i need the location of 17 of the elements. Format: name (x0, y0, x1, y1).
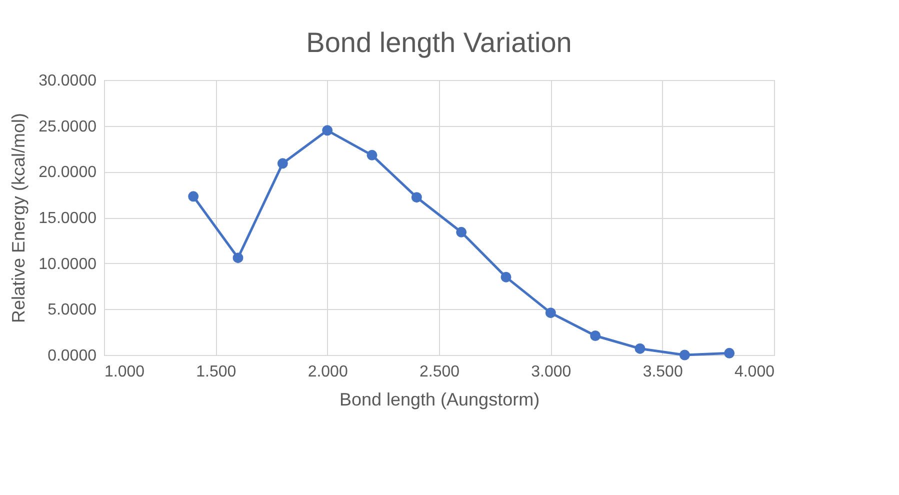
y-tick-label: 30.0000 (38, 72, 97, 90)
y-tick-label: 20.0000 (38, 164, 97, 182)
y-tick-label: 5.0000 (48, 302, 97, 319)
x-tick-label: 2.500 (419, 364, 460, 380)
chart-title: Bond length Variation (306, 27, 572, 58)
x-tick-label: 1.500 (196, 364, 236, 380)
y-tick-label: 25.0000 (38, 118, 97, 136)
x-tick-label: 1.000 (104, 364, 145, 380)
y-axis-title: Relative Energy (kcal/mol) (8, 112, 29, 324)
y-tick-label: 0.0000 (48, 348, 97, 364)
x-axis-title: Bond length (Aungstorm) (339, 390, 540, 410)
x-tick-label: 3.500 (642, 364, 683, 380)
x-tick-label: 3.000 (531, 364, 572, 380)
y-tick-label: 15.0000 (38, 210, 97, 227)
y-tick-label: 10.0000 (38, 256, 97, 273)
x-tick-label: 4.000 (734, 364, 775, 380)
x-tick-label: 2.000 (308, 364, 348, 380)
